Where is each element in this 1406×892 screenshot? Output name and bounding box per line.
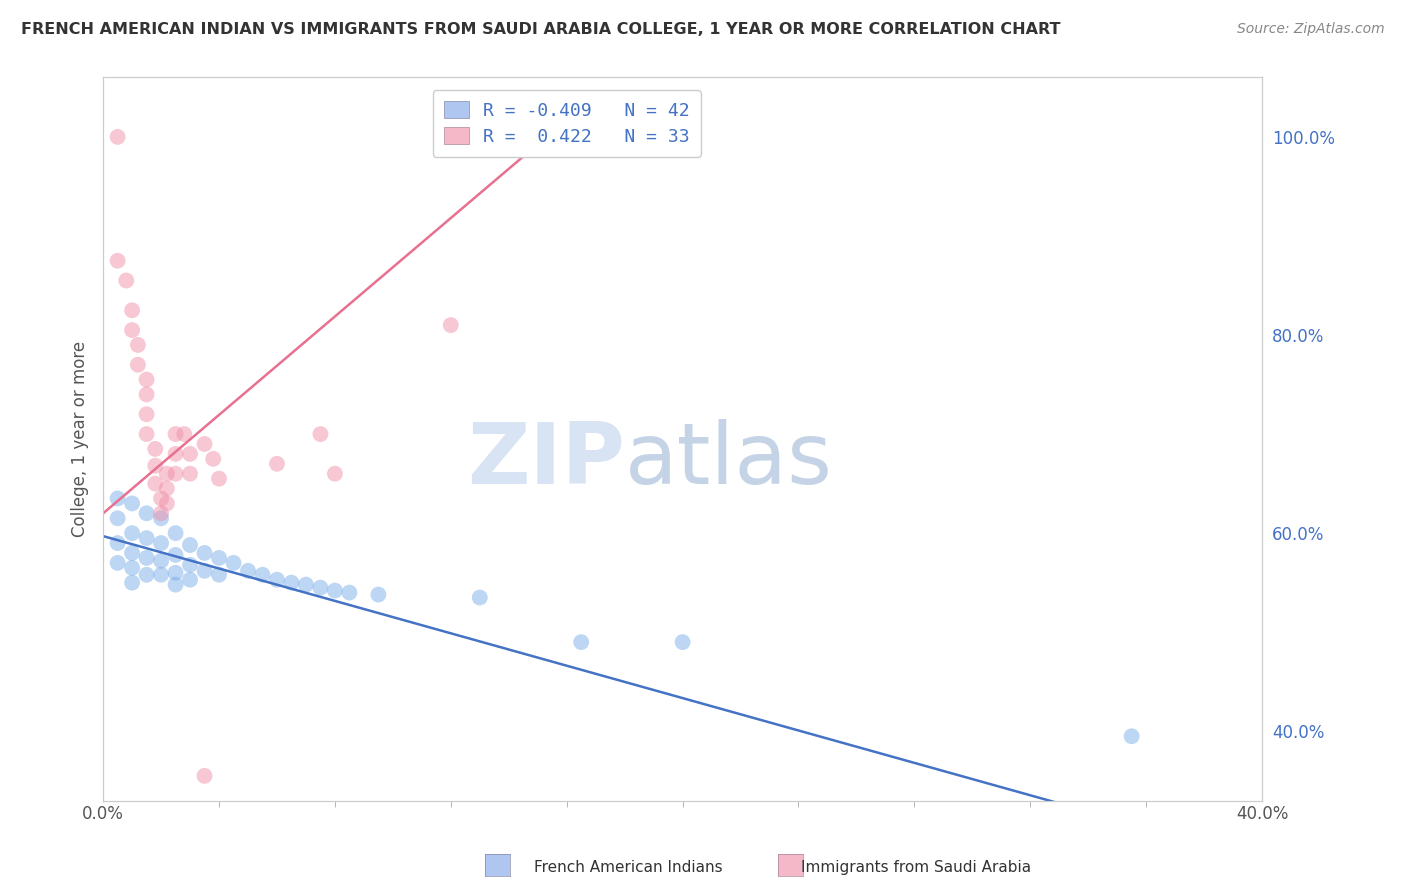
Point bbox=[202, 451, 225, 466]
Point bbox=[165, 577, 187, 591]
Point bbox=[121, 561, 143, 575]
Point bbox=[208, 550, 231, 565]
Point bbox=[222, 556, 245, 570]
Point bbox=[1121, 729, 1143, 743]
Point bbox=[107, 556, 129, 570]
Point bbox=[150, 491, 173, 506]
Point bbox=[323, 467, 346, 481]
Point bbox=[107, 129, 129, 144]
Point bbox=[143, 458, 166, 473]
Point bbox=[121, 575, 143, 590]
Point bbox=[208, 567, 231, 582]
Point bbox=[165, 548, 187, 562]
Point bbox=[179, 538, 201, 552]
Point bbox=[127, 358, 149, 372]
Point bbox=[193, 437, 215, 451]
Text: French American Indians: French American Indians bbox=[534, 860, 723, 874]
Point bbox=[107, 536, 129, 550]
Point bbox=[143, 476, 166, 491]
Point bbox=[280, 575, 302, 590]
Point bbox=[121, 323, 143, 337]
Point bbox=[107, 511, 129, 525]
Point bbox=[165, 566, 187, 580]
Point bbox=[165, 467, 187, 481]
Point bbox=[179, 467, 201, 481]
Point bbox=[208, 472, 231, 486]
Point bbox=[339, 585, 361, 599]
Point bbox=[135, 506, 157, 520]
Point bbox=[156, 467, 179, 481]
Point bbox=[150, 506, 173, 520]
Text: Source: ZipAtlas.com: Source: ZipAtlas.com bbox=[1237, 22, 1385, 37]
Text: Immigrants from Saudi Arabia: Immigrants from Saudi Arabia bbox=[801, 860, 1032, 874]
Point bbox=[156, 482, 179, 496]
Point bbox=[121, 496, 143, 510]
Point bbox=[135, 567, 157, 582]
Point bbox=[121, 546, 143, 560]
Point bbox=[309, 427, 332, 442]
Point bbox=[193, 564, 215, 578]
Point bbox=[266, 457, 288, 471]
Point bbox=[107, 253, 129, 268]
Point bbox=[236, 564, 259, 578]
Point bbox=[165, 427, 187, 442]
Text: ZIP: ZIP bbox=[467, 419, 624, 502]
Point bbox=[323, 583, 346, 598]
Point bbox=[150, 554, 173, 568]
Point bbox=[173, 427, 195, 442]
Point bbox=[115, 273, 138, 287]
Y-axis label: College, 1 year or more: College, 1 year or more bbox=[72, 341, 89, 537]
Point bbox=[135, 387, 157, 401]
Point bbox=[569, 635, 592, 649]
Text: FRENCH AMERICAN INDIAN VS IMMIGRANTS FROM SAUDI ARABIA COLLEGE, 1 YEAR OR MORE C: FRENCH AMERICAN INDIAN VS IMMIGRANTS FRO… bbox=[21, 22, 1060, 37]
Point bbox=[156, 496, 179, 510]
Point bbox=[135, 427, 157, 442]
Text: atlas: atlas bbox=[624, 419, 832, 502]
Point bbox=[179, 573, 201, 587]
Point bbox=[135, 407, 157, 421]
Point bbox=[150, 511, 173, 525]
Point bbox=[135, 531, 157, 545]
Point bbox=[135, 373, 157, 387]
Point bbox=[165, 447, 187, 461]
Point bbox=[150, 567, 173, 582]
Point bbox=[295, 577, 318, 591]
Point bbox=[179, 447, 201, 461]
Point bbox=[193, 769, 215, 783]
Point bbox=[165, 526, 187, 541]
Point bbox=[252, 567, 274, 582]
Point bbox=[150, 536, 173, 550]
Point bbox=[121, 526, 143, 541]
Point bbox=[309, 581, 332, 595]
Point bbox=[671, 635, 693, 649]
Legend: R = -0.409   N = 42, R =  0.422   N = 33: R = -0.409 N = 42, R = 0.422 N = 33 bbox=[433, 90, 700, 157]
Point bbox=[135, 550, 157, 565]
Point bbox=[468, 591, 491, 605]
Point bbox=[107, 491, 129, 506]
Point bbox=[179, 558, 201, 572]
Point bbox=[367, 588, 389, 602]
Point bbox=[266, 573, 288, 587]
Point bbox=[121, 303, 143, 318]
Point bbox=[193, 546, 215, 560]
Point bbox=[440, 318, 463, 332]
Point bbox=[143, 442, 166, 456]
Point bbox=[127, 338, 149, 352]
